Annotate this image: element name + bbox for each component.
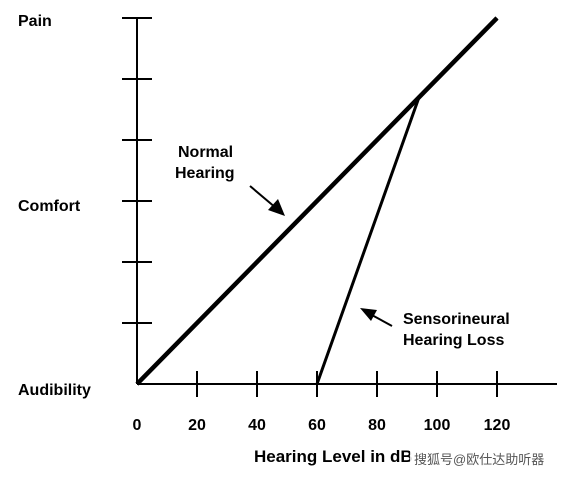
loss-arrow-head [360, 308, 377, 321]
x-tick-label: 60 [308, 417, 326, 434]
normal-arrow-head [268, 199, 285, 216]
x-tick-label: 100 [424, 417, 451, 434]
y-label-audibility: Audibility [18, 382, 91, 399]
normal-label-line1: Normal [178, 144, 233, 161]
y-label-comfort: Comfort [18, 198, 81, 215]
loss-label-line2: Hearing Loss [403, 332, 504, 349]
series [135, 16, 499, 386]
hearing-loss-annotation: Sensorineural Hearing Loss [360, 308, 510, 349]
x-tick-label: 80 [368, 417, 386, 434]
y-ticks [122, 17, 152, 324]
axes [136, 18, 557, 385]
x-tick-label: 0 [133, 417, 142, 434]
hearing-loss-line [315, 16, 499, 385]
x-tick-label: 20 [188, 417, 206, 434]
x-tick-label: 120 [484, 417, 511, 434]
normal-label-line2: Hearing [175, 165, 235, 182]
loss-label-line1: Sensorineural [403, 311, 510, 328]
watermark-backdrop [410, 446, 580, 472]
x-ticks: 0 20 40 60 80 100 120 [133, 371, 511, 434]
normal-hearing-annotation: Normal Hearing [175, 144, 285, 216]
x-axis-title: Hearing Level in dB [254, 447, 413, 466]
x-tick-label: 40 [248, 417, 266, 434]
y-label-pain: Pain [18, 13, 52, 30]
normal-arrow-shaft [249, 185, 277, 209]
watermark-text: 搜狐号@欧仕达助听器 [414, 452, 544, 467]
